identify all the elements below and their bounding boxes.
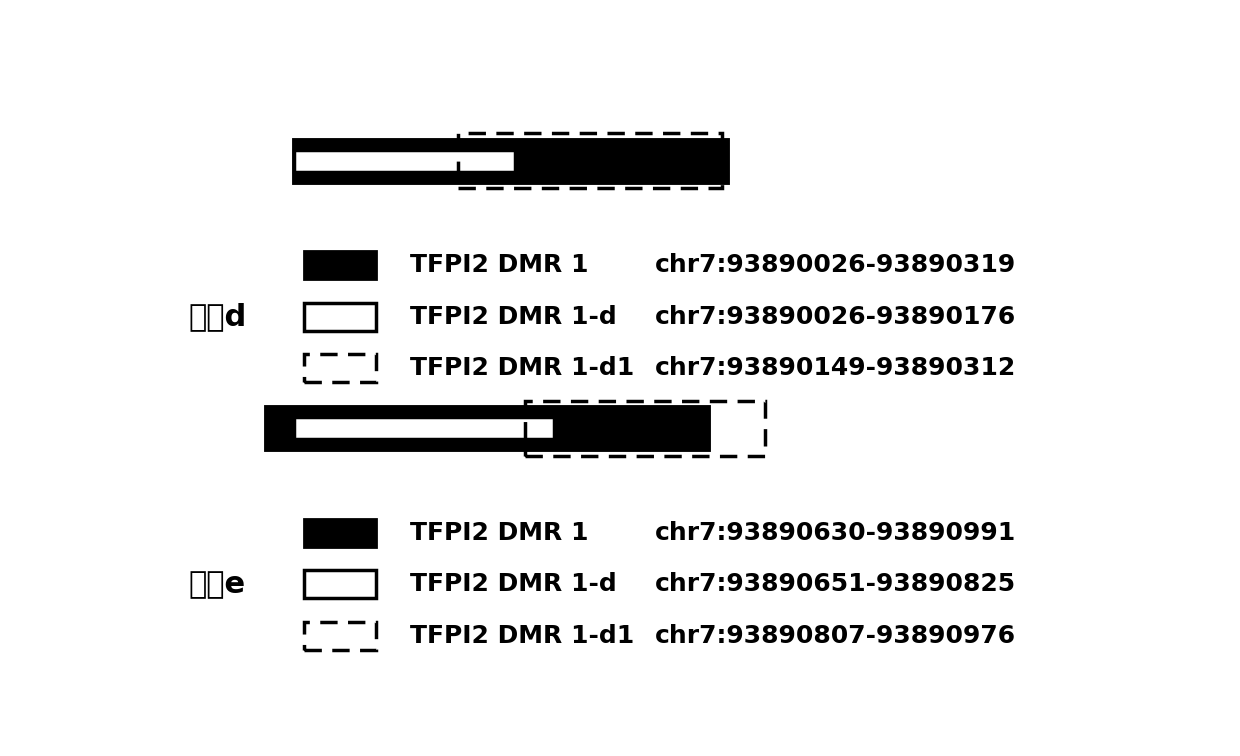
Text: TFPI2 DMR 1-d: TFPI2 DMR 1-d [409,572,616,596]
Bar [304,570,376,598]
Bar [304,252,376,279]
Bar [525,401,765,456]
Text: chr7:93890026-93890319: chr7:93890026-93890319 [655,253,1016,277]
Bar [304,354,376,382]
Text: TFPI2 DMR 1: TFPI2 DMR 1 [409,253,588,277]
Text: TFPI2 DMR 1-d1: TFPI2 DMR 1-d1 [409,624,634,648]
Bar [458,133,722,188]
Text: chr7:93890651-93890825: chr7:93890651-93890825 [655,572,1016,596]
Bar [304,621,376,649]
Text: chr7:93890807-93890976: chr7:93890807-93890976 [655,624,1016,648]
Bar [304,519,376,547]
Text: 区域d: 区域d [188,302,247,331]
Text: TFPI2 DMR 1-d: TFPI2 DMR 1-d [409,305,616,329]
Text: 区域e: 区域e [188,570,246,599]
Bar [304,302,376,330]
Bar [294,150,516,172]
Text: chr7:93890149-93890312: chr7:93890149-93890312 [655,356,1016,380]
Bar [265,407,708,449]
Text: TFPI2 DMR 1: TFPI2 DMR 1 [409,521,588,545]
Text: TFPI2 DMR 1-d1: TFPI2 DMR 1-d1 [409,356,634,380]
Text: chr7:93890026-93890176: chr7:93890026-93890176 [655,305,1016,329]
Bar [294,140,727,181]
Text: chr7:93890630-93890991: chr7:93890630-93890991 [655,521,1016,545]
Bar [294,417,554,439]
